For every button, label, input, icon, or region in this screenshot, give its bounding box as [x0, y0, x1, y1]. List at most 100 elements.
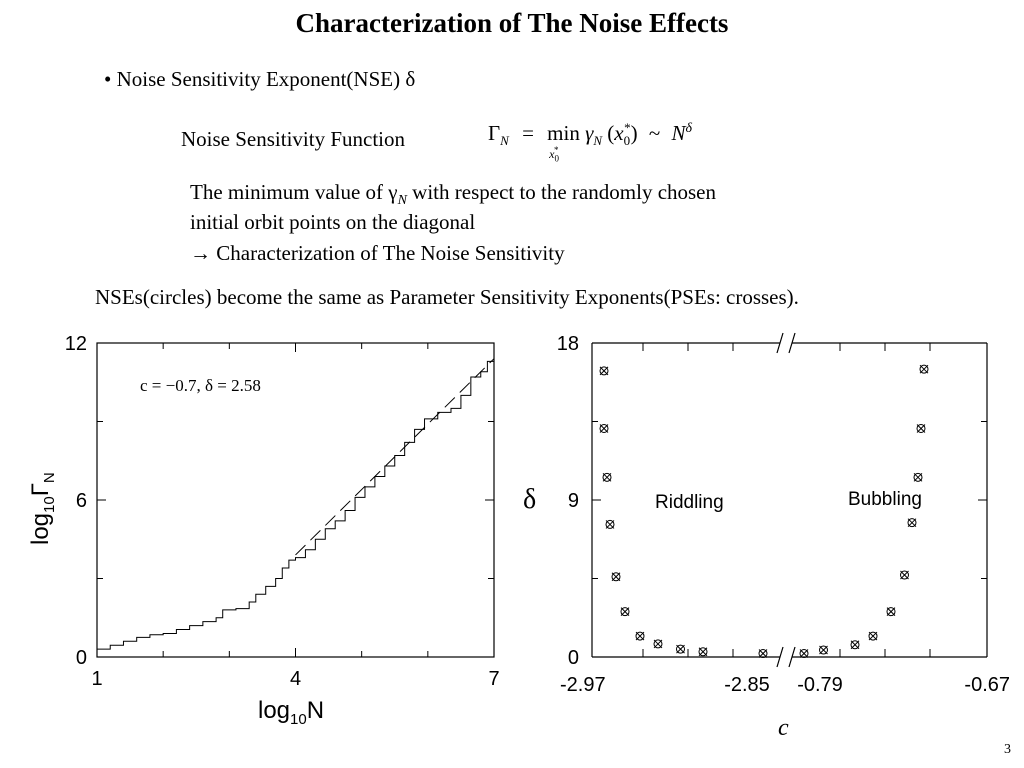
slide-number: 3 — [1004, 742, 1011, 757]
marker-cross — [605, 520, 615, 529]
marker-cross — [868, 631, 878, 641]
marker-circle — [635, 631, 645, 641]
left-xlabel-tail: N — [307, 697, 324, 724]
left-ylabel-sub: 10 — [41, 496, 58, 513]
nsf-label: Noise Sensitivity Function — [181, 127, 406, 151]
left-ylabel: log10ΓN — [27, 472, 58, 545]
data-point-marker — [886, 607, 896, 617]
marker-cross — [819, 645, 828, 655]
data-point-marker — [676, 644, 685, 654]
data-point-marker — [602, 472, 612, 482]
left-xlabel-sub: 10 — [290, 711, 307, 728]
right-xlabel: c — [778, 715, 789, 741]
data-point-marker — [599, 366, 609, 376]
left-fit-dashed-line — [295, 358, 495, 556]
marker-cross — [602, 472, 612, 482]
left-ylabel-gsub: N — [41, 472, 58, 483]
marker-cross — [620, 607, 630, 616]
right-y-tick-label: 0 — [568, 647, 579, 669]
right-markers — [599, 364, 929, 659]
formula-gamma-sub: N — [593, 133, 603, 149]
marker-circle — [620, 607, 630, 617]
marker-circle — [900, 570, 909, 580]
data-point-marker — [635, 631, 645, 641]
formula-rhs-sup: δ — [685, 121, 693, 136]
right-y-tick-label: 18 — [557, 333, 579, 355]
marker-circle — [913, 472, 923, 482]
marker-cross — [916, 424, 926, 433]
data-point-marker — [758, 649, 768, 659]
bubbling-label: Bubbling — [848, 489, 922, 510]
desc-line-1-sub: N — [397, 193, 407, 209]
nses-statement: NSEs(circles) become the same as Paramet… — [95, 285, 799, 309]
data-point-marker — [900, 570, 909, 580]
marker-cross — [653, 639, 663, 649]
left-annotation: c = −0.7, δ = 2.58 — [140, 376, 261, 395]
data-point-marker — [913, 472, 923, 482]
marker-circle — [907, 518, 917, 528]
right-ticks — [592, 342, 987, 658]
formula-arg: x — [614, 121, 624, 145]
marker-cross — [676, 644, 685, 654]
data-point-marker — [611, 572, 621, 582]
formula-tilde: ~ — [648, 121, 661, 145]
marker-circle — [611, 572, 621, 582]
left-ylabel-main: log — [27, 513, 54, 545]
formula-min-sub-star: * — [553, 145, 559, 155]
marker-cross — [611, 572, 621, 582]
riddling-label: Riddling — [655, 492, 724, 513]
marker-circle — [850, 640, 860, 650]
formula-min-sub: x0* — [549, 145, 559, 164]
left-y-tick-label: 6 — [76, 490, 87, 512]
marker-circle — [799, 649, 809, 659]
desc-line-1-gamma: γ — [388, 180, 398, 204]
marker-circle — [919, 364, 929, 374]
formula-gamma: γ — [585, 121, 594, 145]
formula-lhs: ΓN — [488, 121, 514, 149]
data-point-marker — [850, 640, 860, 650]
marker-circle — [599, 423, 609, 433]
formula-lhs-sub: N — [500, 133, 509, 149]
marker-cross — [919, 364, 929, 374]
axis-break-mark — [776, 332, 784, 354]
marker-cross — [698, 647, 708, 657]
formula-arg-sup: * — [624, 120, 631, 135]
marker-cross — [907, 518, 917, 528]
marker-circle — [819, 645, 828, 655]
formula-arg-sub: 0 — [623, 133, 631, 149]
left-x-tick-label: 1 — [91, 668, 102, 690]
marker-circle — [599, 366, 609, 376]
data-point-marker — [620, 607, 630, 617]
left-x-tick-label: 7 — [488, 668, 499, 690]
marker-circle — [886, 607, 896, 617]
marker-circle — [676, 644, 685, 654]
marker-circle — [698, 647, 708, 657]
axis-break-mark — [788, 332, 796, 354]
formula-min: min x0* — [547, 121, 580, 163]
data-point-marker — [868, 631, 878, 641]
formula-close: ) — [630, 121, 638, 145]
desc-line-1-a: The minimum value of — [190, 180, 389, 204]
right-x-tick-label: -2.85 — [724, 674, 770, 696]
marker-cross — [799, 649, 809, 658]
right-x-tick-label: -0.67 — [964, 674, 1010, 696]
axis-break-mark — [788, 646, 796, 668]
left-y-tick-label: 12 — [65, 333, 87, 355]
marker-circle — [602, 472, 612, 482]
marker-cross — [758, 649, 768, 658]
marker-cross — [850, 640, 860, 650]
data-point-marker — [919, 364, 929, 374]
formula-min-sub-0: 0 — [554, 153, 559, 164]
marker-circle — [653, 639, 663, 649]
nse-bullet: • Noise Sensitivity Exponent(NSE) δ — [104, 67, 416, 91]
formula-min-text: min — [547, 121, 580, 145]
data-point-marker — [605, 519, 615, 529]
right-chart: 0 9 18 -2.97 -2.85 -0.79 -0.67 Riddling Bubbli… — [523, 332, 1010, 741]
left-xlabel: log10N — [258, 697, 324, 728]
marker-circle — [758, 649, 768, 659]
marker-cross — [913, 472, 923, 482]
data-point-marker — [653, 639, 663, 649]
left-x-tick-label: 4 — [290, 668, 301, 690]
